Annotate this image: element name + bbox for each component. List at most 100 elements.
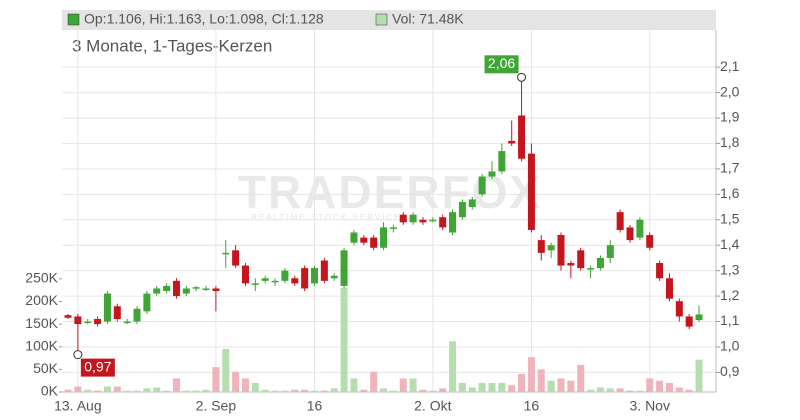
volume-bar (626, 390, 634, 392)
low-marker (73, 350, 83, 360)
candle-body (271, 280, 279, 283)
candle-body (370, 237, 378, 248)
candle-body (439, 217, 447, 228)
candle-body (567, 263, 575, 266)
volume-bar (636, 390, 644, 392)
candle-body (646, 235, 654, 248)
volume-bar (557, 378, 565, 392)
high-label: 2,06 (488, 55, 515, 71)
candle-body (399, 214, 407, 223)
y-tick-label: 2,1 (720, 58, 740, 74)
volume-bar (261, 389, 269, 392)
candle-body (182, 288, 190, 294)
volume-bar (360, 389, 368, 392)
volume-bar (94, 390, 102, 392)
volume-bar (498, 382, 506, 392)
candle-body (449, 212, 457, 233)
candle-body (291, 278, 299, 284)
candle-body (222, 252, 230, 255)
volume-bar (458, 382, 466, 392)
candle-body (478, 176, 486, 195)
candle-body (103, 293, 111, 322)
volume-bar (320, 390, 328, 392)
volume-bar (537, 369, 545, 392)
y-tick-label: 1,1 (720, 312, 740, 328)
candle-body (232, 250, 240, 266)
x-tick-label: 16 (307, 398, 323, 414)
volume-bar (449, 341, 457, 392)
candle-body (94, 318, 102, 325)
volume-bar (113, 386, 121, 392)
header-volume: Vol: 71.48K (392, 11, 464, 27)
volume-bar (419, 389, 427, 392)
volume-bar (547, 380, 555, 392)
candle-body (695, 314, 703, 321)
volume-bar (64, 389, 72, 392)
volume-bar (143, 388, 151, 392)
candle-body (84, 321, 92, 324)
candle-body (419, 219, 427, 223)
volume-bar (567, 380, 575, 392)
y-tick-label: 1,6 (720, 185, 740, 201)
candle-body (409, 214, 417, 223)
volume-bar (251, 382, 259, 392)
candle-body (153, 288, 161, 294)
candle-body (656, 263, 664, 279)
y-tick-label: 1,0 (720, 338, 740, 354)
volume-bar (685, 389, 693, 392)
candle-body (577, 250, 585, 269)
candle-body (301, 268, 309, 289)
volume-bar (389, 390, 397, 392)
y2-tick-label: 100K (25, 337, 58, 353)
volume-bar (518, 373, 526, 392)
candle-body (596, 257, 604, 269)
volume-bar (606, 388, 614, 392)
x-tick-label: 2. Sep (196, 398, 237, 414)
candle-body (143, 293, 151, 312)
volume-bar (103, 386, 111, 392)
volume-bar (488, 382, 496, 392)
volume-bar (192, 390, 200, 392)
volume-bar (212, 367, 220, 392)
volume-bar (646, 378, 654, 392)
volume-bar (675, 387, 683, 392)
candle-body (360, 237, 368, 243)
x-tick-label: 13. Aug (54, 398, 102, 414)
volume-bar (172, 378, 180, 392)
volume-bar (311, 390, 318, 392)
watermark-sub: REALTIME STOCK SERVICES (251, 213, 409, 222)
volume-bar (478, 382, 486, 392)
y2-tick-label: 250K (25, 270, 58, 286)
x-tick-label: 3. Nov (630, 398, 670, 414)
candle-body (281, 270, 289, 281)
volume-bar (232, 371, 240, 392)
volume-bar (241, 378, 249, 392)
high-label-box (484, 55, 519, 74)
volume-bar (182, 390, 190, 392)
candle-body (163, 285, 171, 292)
candle-body (636, 219, 644, 238)
x-tick-label: 16 (524, 398, 540, 414)
volume-bar (291, 389, 299, 392)
volume-bar (380, 388, 388, 392)
volume-bar (587, 389, 595, 392)
y2-tick-label: 0K (41, 383, 59, 399)
volume-bar (74, 386, 82, 392)
volume-bar (133, 390, 141, 392)
subtitle: 3 Monate, 1-Tages-Kerzen (72, 36, 272, 55)
volume-bar (399, 378, 407, 392)
y-tick-label: 1,2 (720, 287, 740, 303)
y-tick-label: 1,5 (720, 210, 740, 226)
y2-tick-label: 200K (25, 292, 58, 308)
volume-bar (577, 364, 585, 392)
candle-body (389, 227, 397, 229)
volume-bar (370, 371, 378, 392)
candle-body (241, 265, 249, 284)
candle-body (547, 245, 555, 251)
candle-body (311, 268, 318, 284)
volume-bar (271, 390, 279, 392)
candle-body (518, 115, 526, 159)
y-tick-label: 0,9 (720, 363, 740, 379)
y-tick-label: 1,9 (720, 109, 740, 125)
header-ohlc: Op:1.106, Hi:1.163, Lo:1.098, Cl:1.128 (84, 11, 324, 27)
